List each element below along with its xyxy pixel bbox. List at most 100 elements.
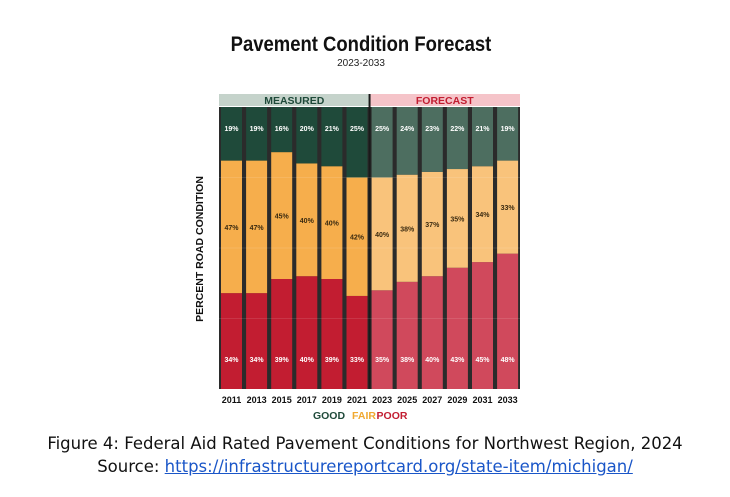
bar-good-2029 xyxy=(446,107,468,170)
bar-poor-2021 xyxy=(346,295,368,389)
bar-poor-2011 xyxy=(221,293,242,389)
bar-fair-2023 xyxy=(371,177,393,291)
x-tick-2015: 2015 xyxy=(272,395,292,405)
bar-good-2021 xyxy=(346,107,368,178)
bar-good-2031 xyxy=(472,107,493,167)
bar-fair-2019 xyxy=(321,166,343,280)
bar-good-2023 xyxy=(371,107,393,178)
bar-poor-2033 xyxy=(497,253,519,389)
value-label-poor-2031: 45% xyxy=(475,357,490,364)
value-label-poor-2021: 33% xyxy=(350,357,365,364)
value-label-fair-2029: 35% xyxy=(450,216,465,223)
bar-good-2019 xyxy=(321,107,343,167)
bar-good-2017 xyxy=(296,107,318,164)
value-label-fair-2025: 38% xyxy=(400,226,415,233)
value-label-good-2013: 19% xyxy=(250,126,265,133)
bar-poor-2015 xyxy=(271,279,293,389)
source-line: Source: https://infrastructurereportcard… xyxy=(0,457,730,476)
value-label-fair-2021: 42% xyxy=(350,235,365,242)
bar-good-2033 xyxy=(497,107,519,161)
value-label-fair-2019: 40% xyxy=(325,221,340,228)
bar-fair-2017 xyxy=(296,163,318,277)
forecast-header-label: FORECAST xyxy=(416,95,474,107)
value-label-good-2025: 24% xyxy=(400,126,415,133)
bar-fair-2031 xyxy=(472,166,493,263)
value-label-fair-2017: 40% xyxy=(300,218,315,225)
bar-poor-2031 xyxy=(472,262,493,389)
source-link[interactable]: https://infrastructurereportcard.org/sta… xyxy=(164,457,633,476)
chart-subtitle: 2023-2033 xyxy=(337,58,385,69)
pavement-chart: Pavement Condition Forecast 2023-2033 ME… xyxy=(194,33,520,422)
bar-fair-2025 xyxy=(396,174,418,282)
x-tick-2019: 2019 xyxy=(322,395,342,405)
bar-fair-2029 xyxy=(446,169,468,268)
x-tick-labels: 2011 2013 2015 2017 2019 2021 2023 2025 2027 2029… xyxy=(222,395,518,405)
value-label-poor-2017: 40% xyxy=(300,357,315,364)
value-label-poor-2019: 39% xyxy=(325,357,340,364)
value-label-poor-2023: 35% xyxy=(375,357,390,364)
legend-fair: FAIR xyxy=(352,410,376,422)
group-headers: MEASURED FORECAST xyxy=(219,94,520,107)
x-tick-2013: 2013 xyxy=(247,395,267,405)
bar-poor-2023 xyxy=(371,290,393,389)
x-tick-2017: 2017 xyxy=(297,395,317,405)
value-label-good-2011: 19% xyxy=(224,126,239,133)
value-label-poor-2011: 34% xyxy=(224,357,239,364)
bar-fair-2033 xyxy=(497,160,519,254)
legend-good: GOOD xyxy=(313,410,346,422)
x-tick-2029: 2029 xyxy=(447,395,467,405)
x-tick-2025: 2025 xyxy=(397,395,417,405)
y-axis-label: PERCENT ROAD CONDITION xyxy=(194,176,206,322)
value-label-good-2015: 16% xyxy=(275,126,290,133)
bar-good-2015 xyxy=(271,107,293,153)
measured-header-label: MEASURED xyxy=(264,95,325,107)
bar-fair-2011 xyxy=(221,160,242,294)
chart-title: Pavement Condition Forecast xyxy=(231,33,492,56)
value-label-good-2023: 25% xyxy=(375,126,390,133)
x-tick-2027: 2027 xyxy=(422,395,442,405)
x-tick-2011: 2011 xyxy=(222,395,242,405)
value-label-good-2027: 23% xyxy=(425,126,440,133)
bar-good-2011 xyxy=(221,107,242,161)
value-label-poor-2029: 43% xyxy=(450,357,465,364)
bar-poor-2027 xyxy=(421,276,443,389)
value-label-fair-2013: 47% xyxy=(250,225,265,232)
value-label-fair-2011: 47% xyxy=(224,225,239,232)
bar-fair-2027 xyxy=(421,171,443,277)
source-prefix: Source: xyxy=(97,457,165,476)
x-tick-2031: 2031 xyxy=(472,395,492,405)
value-label-good-2019: 21% xyxy=(325,126,340,133)
bar-poor-2025 xyxy=(396,281,418,389)
bar-good-2027 xyxy=(421,107,443,172)
value-label-fair-2015: 45% xyxy=(275,214,290,221)
value-label-fair-2031: 34% xyxy=(475,212,490,219)
x-tick-2033: 2033 xyxy=(498,395,518,405)
bar-good-2025 xyxy=(396,107,418,175)
value-label-good-2031: 21% xyxy=(475,126,490,133)
bar-fair-2021 xyxy=(346,177,368,296)
value-label-good-2029: 22% xyxy=(450,126,465,133)
bar-poor-2019 xyxy=(321,279,343,389)
legend-poor: POOR xyxy=(377,410,408,422)
bar-poor-2017 xyxy=(296,276,318,389)
bar-poor-2029 xyxy=(446,267,468,389)
measured-header-bg xyxy=(219,94,370,106)
value-label-poor-2013: 34% xyxy=(250,357,265,364)
value-label-poor-2015: 39% xyxy=(275,357,290,364)
x-tick-2023: 2023 xyxy=(372,395,392,405)
value-label-fair-2027: 37% xyxy=(425,222,440,229)
value-label-poor-2033: 48% xyxy=(501,357,516,364)
value-labels-layer: 34% 47% 19% 34% 47% 19% 39% 45% 16% 40% 40% 20% 39% 4… xyxy=(224,126,515,364)
value-label-fair-2033: 33% xyxy=(501,205,516,212)
value-label-good-2017: 20% xyxy=(300,126,315,133)
value-label-fair-2023: 40% xyxy=(375,232,390,239)
bar-fair-2015 xyxy=(271,152,293,280)
value-label-poor-2025: 38% xyxy=(400,357,415,364)
legend: GOOD FAIR POOR xyxy=(313,410,408,422)
figure-caption: Figure 4: Federal Aid Rated Pavement Con… xyxy=(47,434,683,453)
bar-good-2013 xyxy=(246,107,268,161)
value-label-good-2021: 25% xyxy=(350,126,365,133)
bar-poor-2013 xyxy=(246,293,268,389)
forecast-header-bg xyxy=(369,94,520,106)
value-label-good-2033: 19% xyxy=(501,126,516,133)
